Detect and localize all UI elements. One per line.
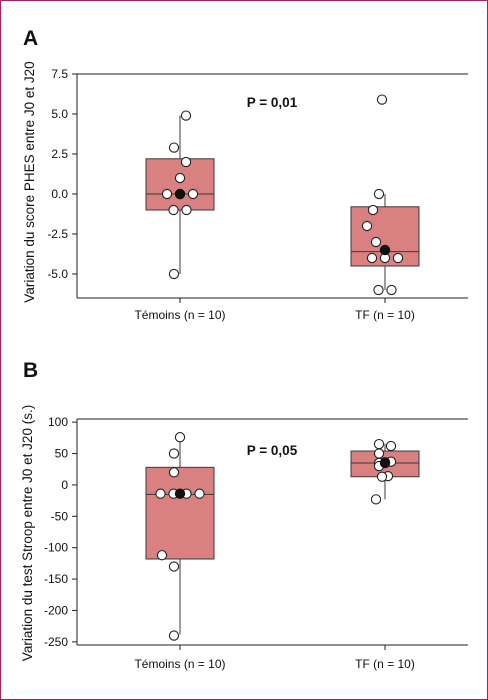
x-category-label: Témoins (n = 10)	[134, 657, 225, 671]
mean-marker	[174, 188, 186, 200]
y-tick-label: 7.5	[51, 67, 68, 81]
y-tick-label: 2.5	[51, 147, 68, 161]
data-point	[187, 188, 199, 200]
data-point	[367, 204, 379, 216]
panel-b: B Variation du test Stroop entre J0 et J…	[20, 359, 468, 671]
box-rect	[145, 158, 215, 211]
data-point	[373, 188, 385, 200]
data-point	[385, 440, 397, 452]
y-tick-label: -250	[44, 635, 68, 649]
data-point	[181, 204, 192, 216]
y-axis-label: Variation du score PHES entre J0 et J20	[22, 61, 37, 302]
data-point	[174, 172, 186, 184]
y-tick-label: 5.0	[51, 107, 68, 121]
p-value-annotation: P = 0,05	[247, 443, 298, 458]
box-group	[145, 432, 215, 641]
data-point	[373, 438, 385, 450]
mean-marker	[379, 244, 391, 256]
box-group	[350, 438, 420, 505]
box-group	[350, 94, 420, 296]
data-point	[168, 630, 180, 641]
data-point	[168, 142, 180, 153]
data-point	[168, 561, 180, 572]
data-point	[376, 94, 388, 105]
data-point	[168, 268, 180, 280]
data-point	[180, 110, 192, 121]
data-point	[373, 448, 385, 459]
data-point	[370, 236, 382, 248]
panel-label: A	[23, 27, 38, 50]
y-tick-label: 100	[48, 415, 68, 429]
x-category-label: TF (n = 10)	[355, 308, 415, 322]
y-tick-label: -100	[44, 541, 68, 555]
y-axis-label: Variation du test Stroop entre J0 et J20…	[20, 405, 35, 661]
y-tick-label: 0.0	[51, 187, 68, 201]
data-point	[366, 252, 378, 264]
data-point	[174, 432, 186, 443]
data-point	[373, 284, 384, 296]
box-rect	[145, 466, 215, 560]
mean-marker	[174, 488, 186, 499]
data-point	[386, 284, 397, 296]
data-point	[180, 156, 192, 168]
data-point	[361, 220, 373, 232]
mean-marker	[379, 457, 391, 469]
data-point	[392, 252, 404, 264]
y-tick-label: -150	[44, 572, 68, 586]
panel-a: A Variation du score PHES entre J0 et J2…	[22, 27, 468, 322]
x-category-label: Témoins (n = 10)	[134, 308, 225, 322]
x-category-label: TF (n = 10)	[355, 657, 415, 671]
data-point	[376, 471, 388, 482]
y-tick-label: -2.5	[47, 227, 68, 241]
y-tick-label: 0	[61, 478, 68, 492]
data-point	[194, 488, 205, 499]
data-point	[168, 448, 180, 459]
data-point	[161, 188, 173, 200]
data-point	[168, 467, 180, 478]
data-point	[168, 204, 179, 216]
panel-label: B	[23, 359, 38, 382]
p-value-annotation: P = 0,01	[247, 95, 298, 110]
y-tick-label: 50	[55, 447, 69, 461]
box-group	[145, 110, 215, 280]
y-tick-label: -50	[51, 509, 69, 523]
y-tick-label: -5.0	[47, 267, 68, 281]
data-point	[370, 494, 382, 505]
data-point	[156, 550, 168, 561]
y-tick-label: -200	[44, 603, 68, 617]
data-point	[155, 488, 166, 499]
